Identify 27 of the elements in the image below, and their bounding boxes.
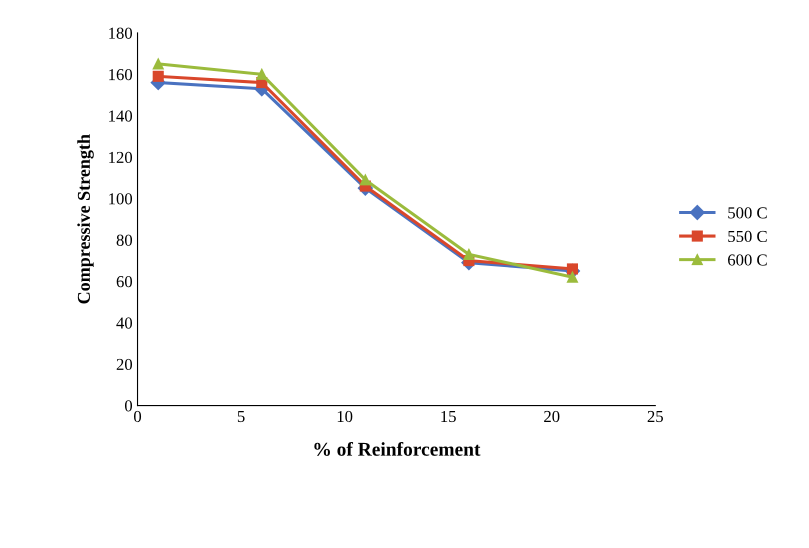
legend-label: 600 C (728, 254, 767, 266)
y-tick-label: 40 (116, 317, 132, 329)
point (256, 68, 268, 80)
point (152, 58, 164, 70)
y-tick-label: 20 (116, 358, 132, 370)
point (152, 70, 164, 82)
y-tick-label: 160 (109, 68, 132, 80)
x-tick-label: 15 (441, 410, 456, 422)
y-tick-label: 140 (109, 110, 132, 122)
point (463, 248, 474, 260)
legend-label: 550 C (728, 230, 767, 242)
y-axis-title: Compressive Strength (77, 134, 94, 304)
y-tick-label: 120 (109, 152, 132, 164)
point (360, 174, 371, 186)
point (566, 272, 578, 283)
y-tick-label: 100 (109, 193, 132, 204)
x-tick-label: 0 (134, 410, 142, 422)
y-tick-label: 80 (116, 234, 132, 246)
y-tick-label: 0 (124, 400, 132, 412)
x-tick-label: 25 (648, 410, 663, 422)
legend-label: 500 C (728, 207, 767, 219)
x-tick-label: 20 (544, 410, 560, 422)
x-tick-label: 5 (238, 411, 245, 422)
y-tick-label: 180 (109, 28, 132, 39)
x-axis-title: % of Reinforcement (314, 442, 480, 456)
y-tick-label: 60 (116, 276, 132, 288)
x-tick-label: 10 (338, 410, 352, 422)
